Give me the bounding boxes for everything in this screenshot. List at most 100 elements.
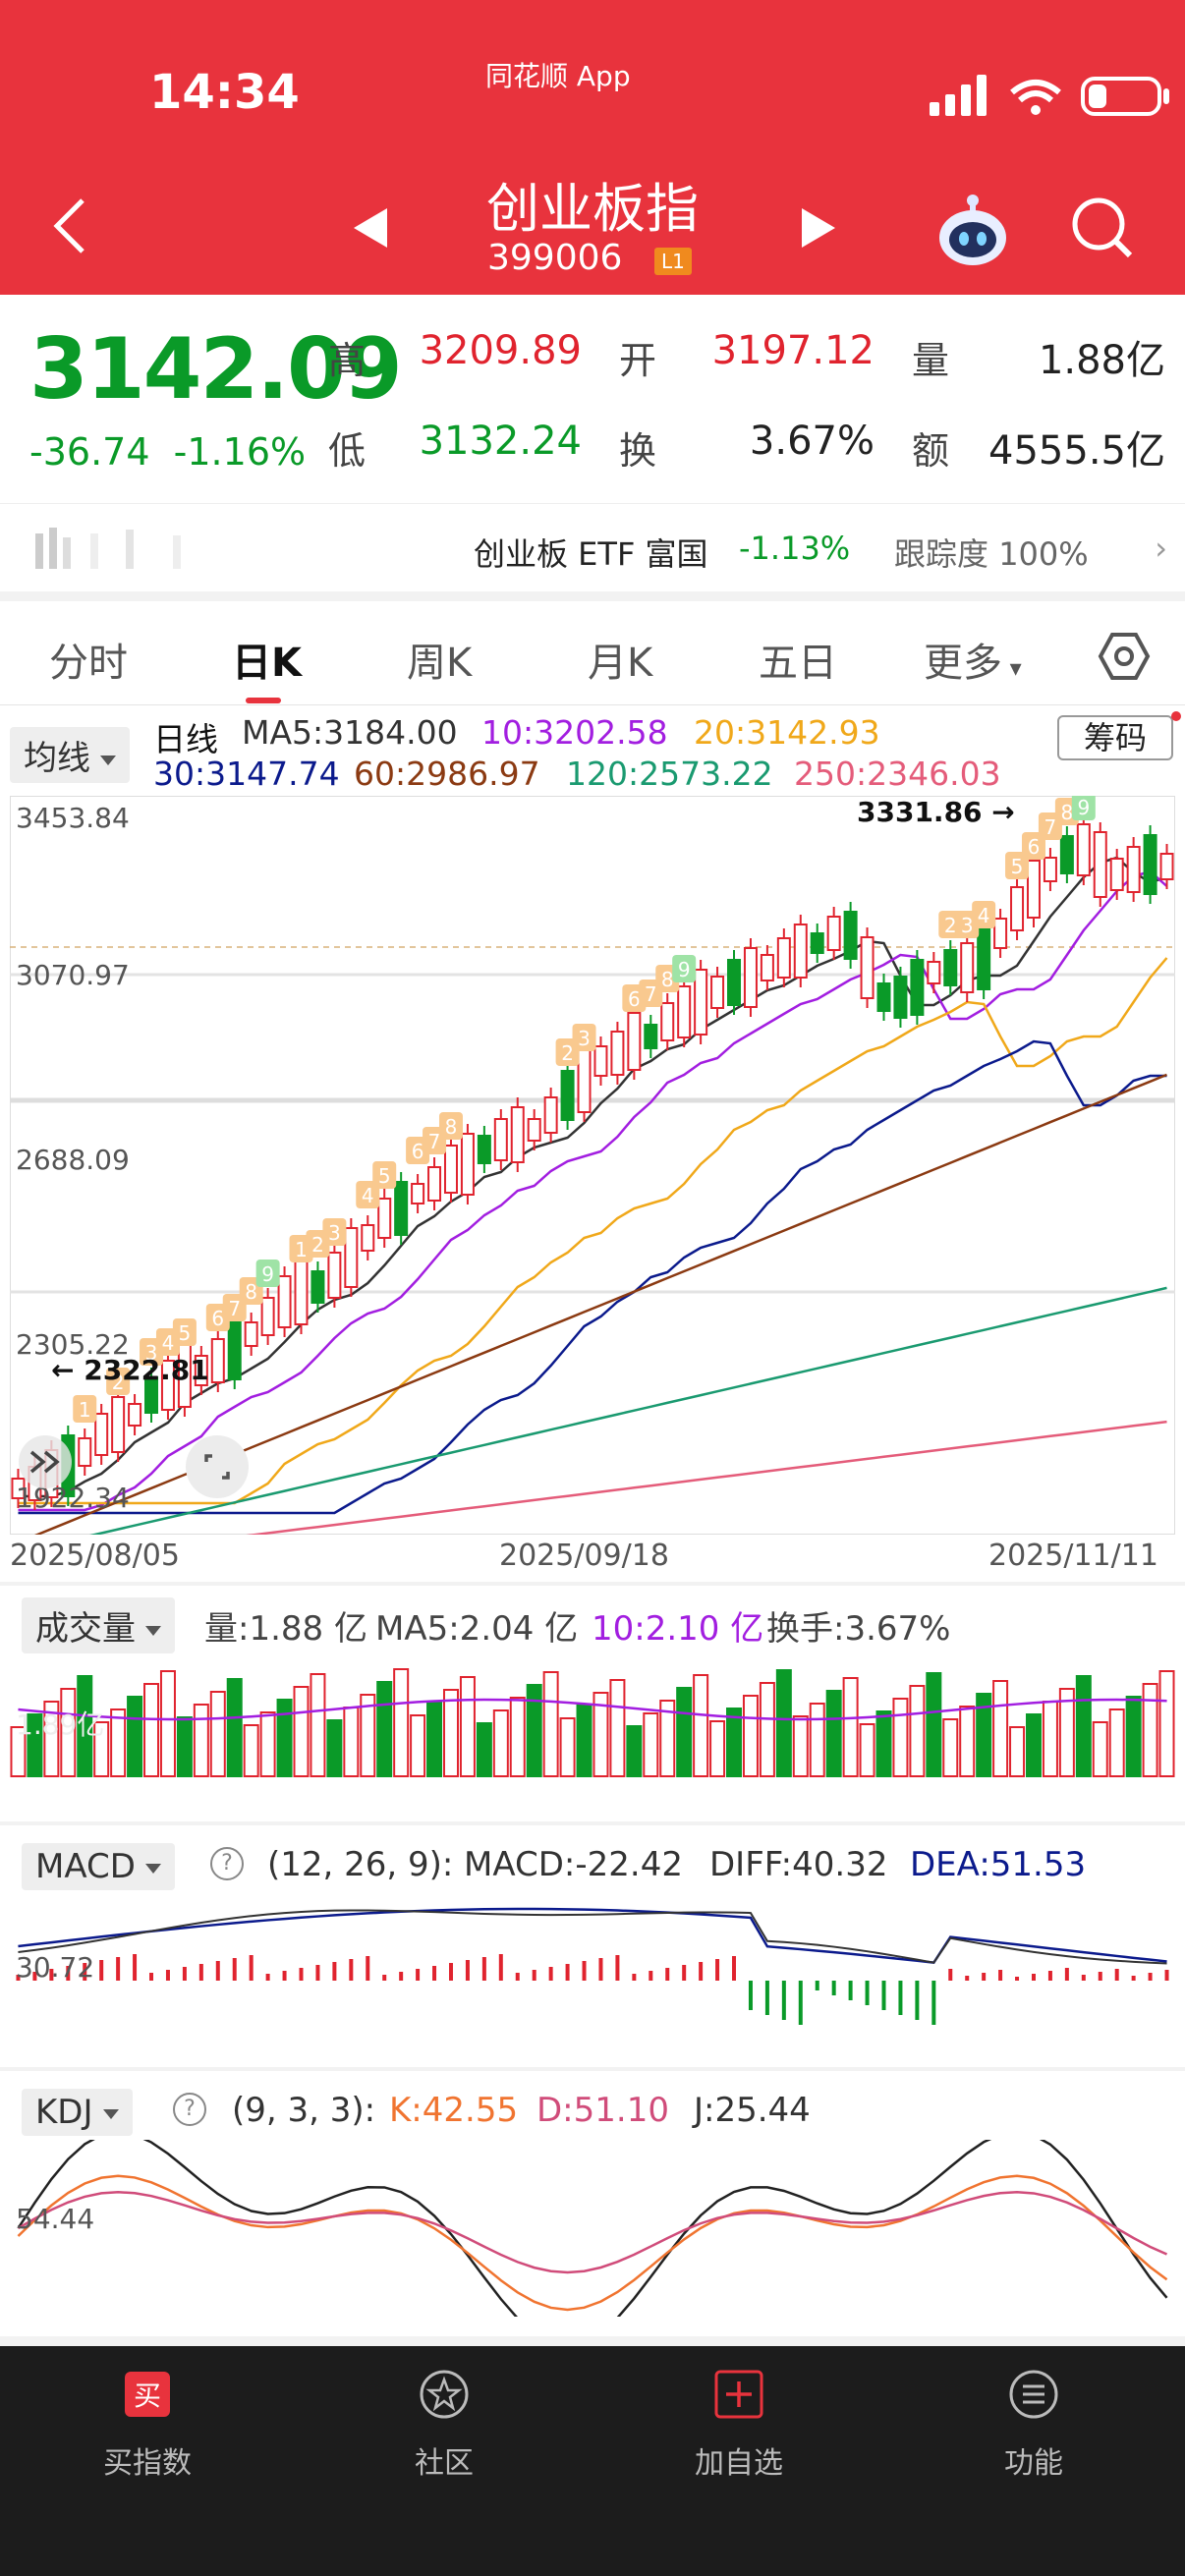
tab-intraday[interactable]: 分时 xyxy=(49,641,128,686)
fullscreen-icon[interactable] xyxy=(185,1434,250,1499)
tab-weekly-k[interactable]: 周K xyxy=(407,641,473,686)
next-index-icon[interactable] xyxy=(802,208,835,248)
volume-bar xyxy=(1058,1688,1075,1777)
candle xyxy=(893,967,908,1028)
date-start: 2025/08/05 xyxy=(10,1539,180,1573)
back-icon[interactable] xyxy=(49,196,88,255)
volume-ma10: 10:2.10 亿 xyxy=(592,1609,764,1649)
volume-bar xyxy=(693,1674,709,1777)
expand-panel-icon[interactable] xyxy=(18,1434,73,1489)
kdj-help-icon[interactable]: ? xyxy=(173,2093,206,2126)
volume-axis-label: 1.89亿 xyxy=(16,1708,105,1741)
nav-functions[interactable]: 功能 xyxy=(935,2368,1132,2482)
volume-bar xyxy=(143,1683,160,1777)
svg-text:9: 9 xyxy=(261,1262,274,1286)
volume-chart xyxy=(10,1668,1175,1777)
candle xyxy=(943,940,958,995)
volume-bar xyxy=(393,1668,410,1777)
robot-assistant-icon[interactable] xyxy=(935,193,1010,267)
settings-icon[interactable] xyxy=(1097,629,1152,684)
candle xyxy=(493,1109,508,1170)
low-label: 低 xyxy=(328,429,367,473)
tab-daily-k[interactable]: 日K xyxy=(232,641,302,686)
svg-text:买: 买 xyxy=(134,2380,161,2412)
candle xyxy=(860,927,875,1008)
min-price-note: ← 2322.81 xyxy=(51,1354,209,1386)
candle xyxy=(1076,814,1091,885)
high-label: 高 xyxy=(328,339,367,382)
candle xyxy=(543,1088,558,1143)
search-icon[interactable] xyxy=(1067,193,1136,261)
candle xyxy=(593,1036,608,1086)
candle xyxy=(1109,849,1124,900)
nav-buy-index[interactable]: 买 买指数 xyxy=(49,2368,246,2482)
kdj-selector[interactable]: KDJ xyxy=(22,2089,133,2136)
diff-line xyxy=(18,1909,1167,1965)
kdj-k-line xyxy=(17,2174,1168,2312)
macd-chart xyxy=(16,1907,1169,2025)
svg-text:8: 8 xyxy=(1061,801,1074,824)
chevron-right-icon: › xyxy=(1155,530,1167,567)
ma250-line xyxy=(246,1420,1167,1535)
ma30-value: 30:3147.74 xyxy=(153,755,340,793)
turnover-value: 3.67% xyxy=(749,419,875,464)
etf-row[interactable]: 创业板 ETF 富国 -1.13% 跟踪度 100% › xyxy=(0,503,1185,591)
candle xyxy=(644,1015,658,1058)
volume-bar xyxy=(509,1697,526,1777)
ma250-value: 250:2346.03 xyxy=(794,755,1001,793)
last-price: 3142.09 xyxy=(29,320,403,419)
volume-bar xyxy=(1108,1708,1125,1777)
sequence-marker: 4 xyxy=(972,901,996,928)
chips-button[interactable]: 筹码 xyxy=(1057,715,1173,760)
ma20-line xyxy=(18,957,1168,1505)
nav-add-watchlist[interactable]: 加自选 xyxy=(641,2368,837,2482)
tab-monthly-k[interactable]: 月K xyxy=(588,641,653,686)
tab-five-day[interactable]: 五日 xyxy=(759,641,837,686)
candle xyxy=(477,1126,491,1173)
macd-help-icon[interactable]: ? xyxy=(210,1847,244,1880)
candle xyxy=(394,1172,409,1245)
volume-bar xyxy=(626,1725,643,1777)
active-tab-indicator xyxy=(246,698,281,703)
volume-bar xyxy=(942,1718,959,1777)
sequence-marker: 9 xyxy=(1071,796,1096,820)
candle xyxy=(760,945,774,990)
candle xyxy=(227,1313,242,1389)
candle xyxy=(527,1109,541,1150)
volume-bar xyxy=(576,1705,592,1777)
sequence-marker: 4 xyxy=(356,1181,380,1208)
candle xyxy=(460,1124,475,1204)
candle xyxy=(1093,822,1107,907)
candle xyxy=(144,1368,159,1423)
svg-text:1: 1 xyxy=(79,1398,91,1422)
svg-text:3: 3 xyxy=(328,1221,341,1245)
candle xyxy=(993,909,1008,958)
macd-selector[interactable]: MACD xyxy=(22,1843,175,1890)
volume-ma10-line xyxy=(18,1698,1167,1721)
volume-bar xyxy=(609,1679,626,1777)
svg-text:8: 8 xyxy=(661,968,674,991)
prev-index-icon[interactable] xyxy=(354,208,387,248)
kdj-chart xyxy=(17,2140,1168,2317)
svg-text:7: 7 xyxy=(1044,815,1057,839)
volume-bar xyxy=(1009,1726,1026,1777)
volume-selector[interactable]: 成交量 xyxy=(22,1597,175,1653)
volume-bar xyxy=(193,1704,209,1777)
sequence-marker: 1 xyxy=(73,1395,97,1423)
volume-bar xyxy=(1142,1683,1158,1777)
menu-icon xyxy=(1009,2370,1058,2419)
tab-more[interactable]: 更多 ▾ xyxy=(924,641,1022,686)
svg-text:3: 3 xyxy=(578,1027,591,1050)
nav-community[interactable]: 社区 xyxy=(346,2368,542,2482)
candle xyxy=(277,1266,292,1337)
volume-bar xyxy=(742,1695,759,1777)
candle xyxy=(210,1329,225,1392)
svg-text:9: 9 xyxy=(1077,796,1090,819)
candle xyxy=(843,902,858,969)
volume-bar xyxy=(360,1694,376,1777)
volume-bar xyxy=(542,1671,559,1777)
volume-bar xyxy=(159,1670,176,1777)
ma-selector[interactable]: 均线 xyxy=(10,727,130,783)
candle xyxy=(128,1394,142,1435)
